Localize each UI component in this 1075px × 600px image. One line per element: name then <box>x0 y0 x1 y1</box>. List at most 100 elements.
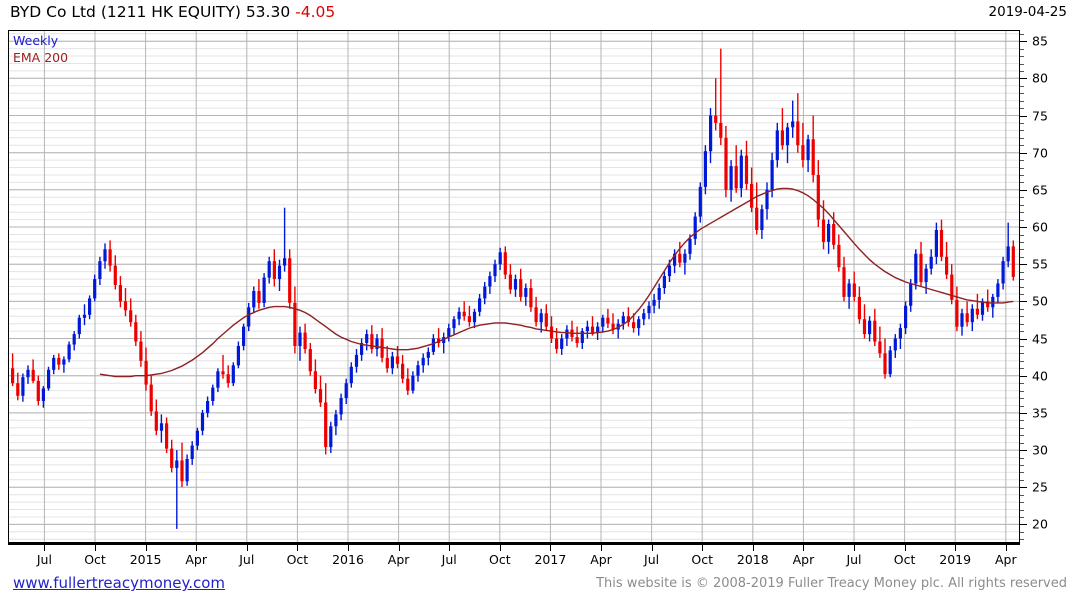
x-axis-tick <box>955 545 957 551</box>
y-axis-minor-tick <box>1020 93 1024 95</box>
y-axis-label: 85 <box>1032 33 1048 49</box>
y-axis-minor-tick <box>1020 197 1024 199</box>
y-axis-minor-tick <box>1020 182 1024 184</box>
y-axis-minor-tick <box>1020 420 1024 422</box>
x-axis-label: Jul <box>239 552 255 567</box>
x-axis-label: Oct <box>691 552 713 567</box>
y-axis-minor-tick <box>1020 435 1024 437</box>
y-axis-minor-tick <box>1020 539 1024 541</box>
y-axis-minor-tick <box>1020 145 1024 147</box>
x-axis-tick <box>904 545 906 551</box>
instrument-title: BYD Co Ltd (1211 HK EQUITY) 53.30 <box>10 3 291 21</box>
x-axis-label: 2015 <box>129 552 162 567</box>
y-axis-label: 25 <box>1032 479 1048 495</box>
grid-vertical-lines <box>43 30 1007 543</box>
x-axis-label: Jul <box>441 552 457 567</box>
y-axis-label: 80 <box>1032 70 1048 86</box>
y-axis-minor-tick <box>1020 494 1024 496</box>
x-axis-tick <box>651 545 653 551</box>
y-axis-tick <box>1020 152 1027 154</box>
y-axis-minor-tick <box>1020 479 1024 481</box>
x-axis-tick <box>752 545 754 551</box>
site-link[interactable]: www.fullertreacymoney.com <box>13 574 226 592</box>
y-axis-label: 50 <box>1032 293 1048 309</box>
y-axis-tick <box>1020 41 1027 43</box>
x-axis-tick <box>499 545 501 551</box>
y-axis-tick <box>1020 301 1027 303</box>
x-axis-label: 2019 <box>939 552 972 567</box>
y-axis-label: 20 <box>1032 516 1048 532</box>
y-axis-tick <box>1020 375 1027 377</box>
x-axis-label: Jul <box>644 552 660 567</box>
x-axis-label: Oct <box>488 552 511 567</box>
x-axis-label: Apr <box>792 552 815 567</box>
y-axis-minor-tick <box>1020 383 1024 385</box>
y-axis-tick <box>1020 412 1027 414</box>
x-axis-tick <box>601 545 602 551</box>
y-axis-minor-tick <box>1020 219 1024 221</box>
x-axis-label: 2018 <box>736 552 769 567</box>
x-axis-tick <box>803 545 805 551</box>
x-axis-label: Apr <box>994 552 1017 567</box>
price-chart-canvas[interactable] <box>8 30 1020 543</box>
x-axis-tick <box>398 545 400 551</box>
y-axis-minor-tick <box>1020 472 1024 474</box>
y-axis-tick <box>1020 227 1027 228</box>
x-axis-tick <box>145 545 147 551</box>
x-axis-label: Jul <box>36 552 52 567</box>
y-axis-minor-tick <box>1020 70 1024 72</box>
x-axis-label: Apr <box>590 552 612 567</box>
y-axis-label: 55 <box>1032 256 1048 272</box>
y-axis-tick <box>1020 487 1027 489</box>
y-axis-minor-tick <box>1020 48 1024 50</box>
y-axis-minor-tick <box>1020 108 1024 110</box>
y-axis-label: 60 <box>1032 219 1048 235</box>
y-axis-minor-tick <box>1020 212 1024 214</box>
y-axis-minor-tick <box>1020 316 1024 318</box>
grid-major-lines <box>8 40 1020 525</box>
x-axis-label: Jul <box>846 552 862 567</box>
y-axis-minor-tick <box>1020 279 1024 281</box>
y-axis-minor-tick <box>1020 137 1024 139</box>
copyright-notice: This website is © 2008-2019 Fuller Treac… <box>596 576 1067 591</box>
x-axis-tick <box>297 545 299 551</box>
y-axis-minor-tick <box>1020 33 1024 35</box>
y-axis-minor-tick <box>1020 464 1024 466</box>
y-axis-minor-tick <box>1020 241 1024 243</box>
y-axis-minor-tick <box>1020 56 1024 57</box>
chart-header: BYD Co Ltd (1211 HK EQUITY) 53.30 -4.05 … <box>0 0 1075 26</box>
x-axis-tick <box>550 545 552 551</box>
page-title: BYD Co Ltd (1211 HK EQUITY) 53.30 -4.05 <box>10 3 335 21</box>
x-axis: Jul Oct 2015 Apr Jul Oct 2016 Apr Jul Oct 2017 Apr J… <box>8 543 1020 569</box>
y-axis-minor-tick <box>1020 442 1024 444</box>
x-axis-label: Apr <box>387 552 410 567</box>
x-axis-tick <box>702 545 704 551</box>
x-axis-label: 2017 <box>534 552 567 567</box>
y-axis-label: 40 <box>1032 368 1048 384</box>
x-axis-tick <box>348 545 349 551</box>
x-axis-tick <box>1005 545 1007 551</box>
y-axis-tick <box>1020 264 1027 266</box>
y-axis-label: 75 <box>1032 108 1048 123</box>
y-axis-minor-tick <box>1020 271 1024 273</box>
y-axis-minor-tick <box>1020 398 1024 399</box>
y-axis-minor-tick <box>1020 390 1024 392</box>
x-axis-tick <box>854 545 855 551</box>
y-axis-label: 35 <box>1032 405 1048 421</box>
y-axis-minor-tick <box>1020 175 1024 176</box>
chart-plot-area[interactable] <box>8 30 1020 543</box>
y-axis-label: 65 <box>1032 182 1048 198</box>
y-axis-minor-tick <box>1020 531 1024 533</box>
x-axis-label: Apr <box>185 552 207 567</box>
y-axis-minor-tick <box>1020 427 1024 429</box>
x-axis-label: 2016 <box>332 552 364 567</box>
x-axis-tick <box>246 545 248 551</box>
y-axis-minor-tick <box>1020 160 1024 162</box>
y-axis-minor-tick <box>1020 100 1024 102</box>
x-axis-label: Oct <box>286 552 309 567</box>
plot-border <box>8 30 1020 543</box>
y-axis: 85 80 75 70 65 60 55 50 45 40 35 30 25 20 <box>1020 30 1075 543</box>
y-axis-label: 30 <box>1032 442 1048 458</box>
ema-200-line <box>99 187 1014 378</box>
